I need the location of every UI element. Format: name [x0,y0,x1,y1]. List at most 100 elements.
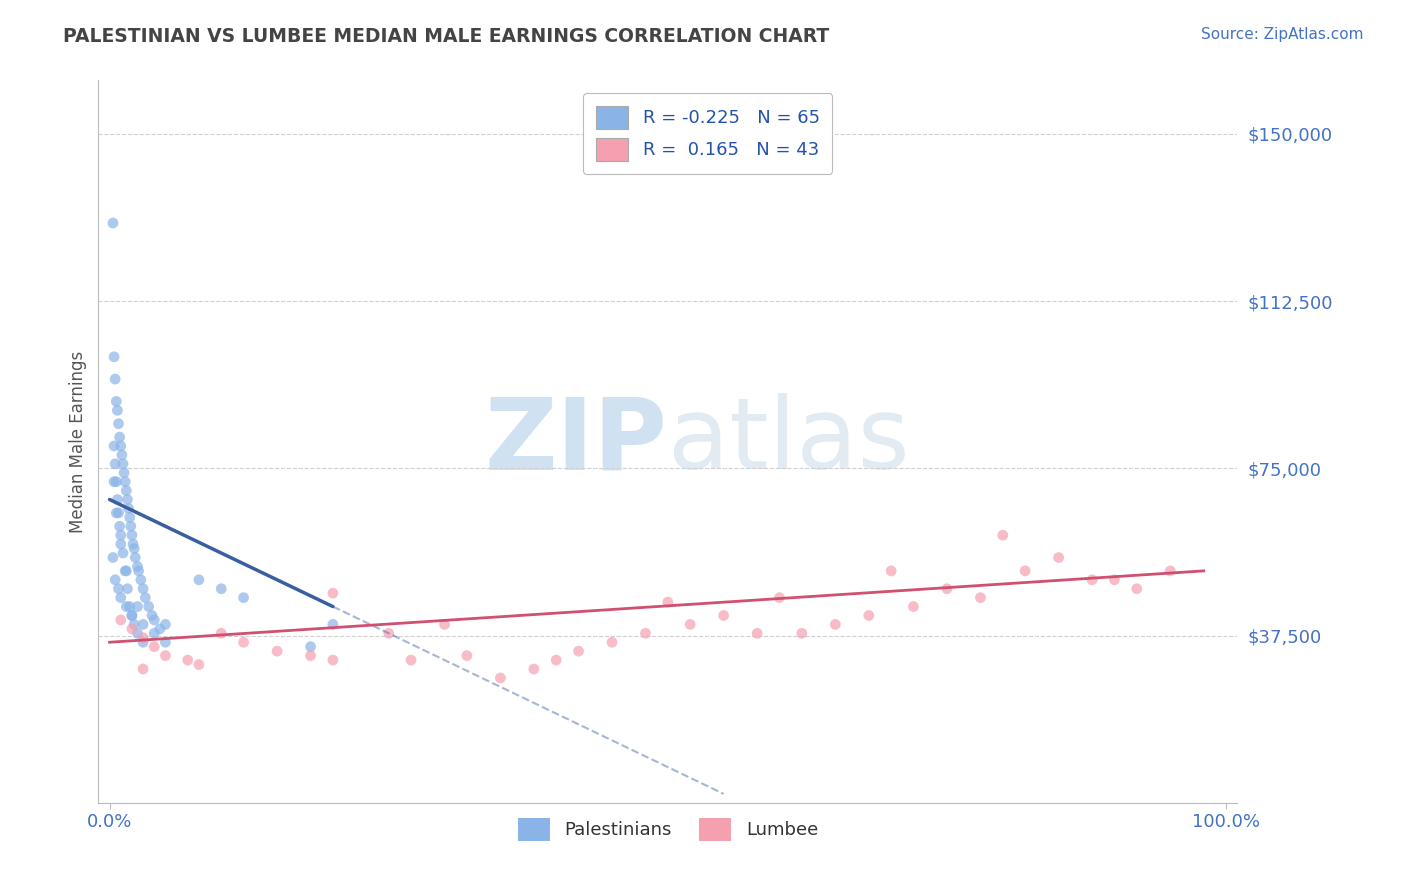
Point [121,528,143,542]
Point [111,546,134,560]
Point [790,626,813,640]
Point [104,573,127,587]
Point [880,564,903,578]
Point [112,466,135,480]
Point [232,635,254,649]
Point [1159,564,1181,578]
Point [523,662,546,676]
Legend: Palestinians, Lumbee: Palestinians, Lumbee [510,810,825,848]
Point [108,519,131,533]
Point [117,492,139,507]
Point [104,372,127,386]
Point [155,617,177,632]
Point [1047,550,1070,565]
Point [232,591,254,605]
Point [143,640,166,654]
Point [209,626,232,640]
Point [132,631,155,645]
Point [111,457,134,471]
Point [1081,573,1104,587]
Point [122,537,145,551]
Point [117,501,139,516]
Point [127,626,149,640]
Point [105,506,128,520]
Point [768,591,790,605]
Point [141,608,163,623]
Point [1014,564,1036,578]
Point [903,599,925,614]
Point [713,608,735,623]
Point [108,430,131,444]
Point [105,475,128,489]
Point [115,483,138,498]
Point [129,573,152,587]
Point [114,475,136,489]
Point [567,644,589,658]
Point [111,448,134,462]
Point [132,617,155,632]
Point [322,617,344,632]
Point [322,653,344,667]
Point [132,635,155,649]
Point [107,492,129,507]
Point [138,599,160,614]
Point [107,582,129,596]
Point [143,626,166,640]
Point [679,617,702,632]
Point [118,510,141,524]
Point [155,635,177,649]
Point [127,559,149,574]
Point [209,582,232,596]
Text: ZIP: ZIP [485,393,668,490]
Point [266,644,288,658]
Point [121,622,143,636]
Point [114,564,136,578]
Point [657,595,679,609]
Point [600,635,623,649]
Point [155,648,177,663]
Point [107,403,129,417]
Point [110,537,132,551]
Point [120,519,142,533]
Point [187,573,209,587]
Point [858,608,880,623]
Text: atlas: atlas [668,393,910,490]
Point [132,662,155,676]
Point [149,622,172,636]
Point [299,648,322,663]
Point [110,439,132,453]
Point [991,528,1014,542]
Text: Source: ZipAtlas.com: Source: ZipAtlas.com [1201,27,1364,42]
Point [187,657,209,672]
Point [110,591,132,605]
Point [101,550,124,565]
Point [134,591,156,605]
Point [115,564,138,578]
Point [103,475,125,489]
Point [1126,582,1149,596]
Point [634,626,657,640]
Point [115,599,138,614]
Point [121,608,143,623]
Point [132,582,155,596]
Point [107,417,129,431]
Point [104,457,127,471]
Point [456,648,478,663]
Point [117,582,139,596]
Point [110,528,132,542]
Point [546,653,568,667]
Point [122,617,145,632]
Point [969,591,991,605]
Point [121,608,143,623]
Point [118,599,141,614]
Point [377,626,399,640]
Point [322,586,344,600]
Point [107,506,129,520]
Point [747,626,769,640]
Point [101,216,124,230]
Point [1104,573,1126,587]
Point [128,564,150,578]
Y-axis label: Median Male Earnings: Median Male Earnings [69,351,87,533]
Point [105,394,128,409]
Point [399,653,422,667]
